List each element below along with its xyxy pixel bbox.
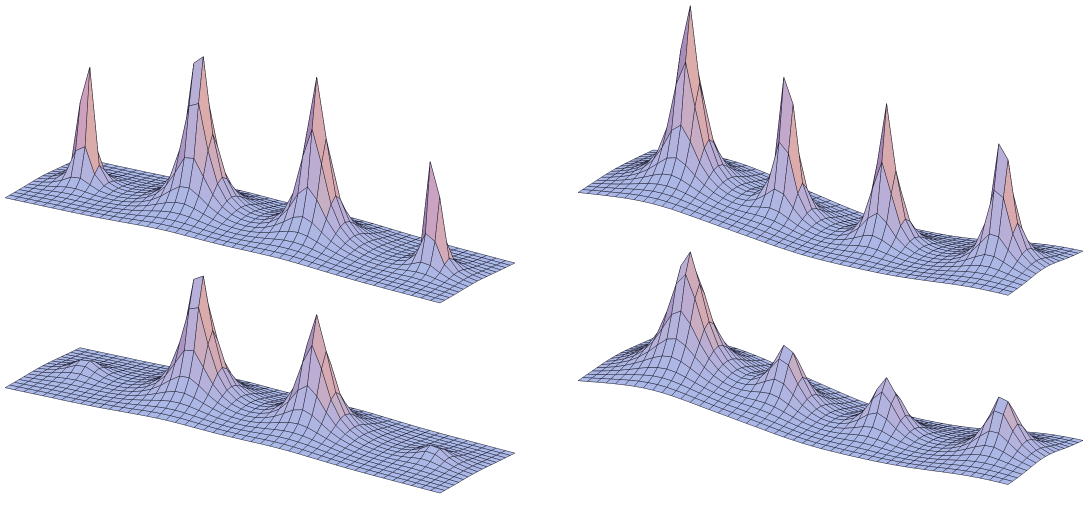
surface-plot xyxy=(578,6,1083,296)
page: (() => { const NS = 'http://www.w3.org/2… xyxy=(0,0,1083,508)
surface-plot xyxy=(5,57,515,303)
surface-plot xyxy=(5,276,515,493)
surface-figure xyxy=(0,0,1083,508)
